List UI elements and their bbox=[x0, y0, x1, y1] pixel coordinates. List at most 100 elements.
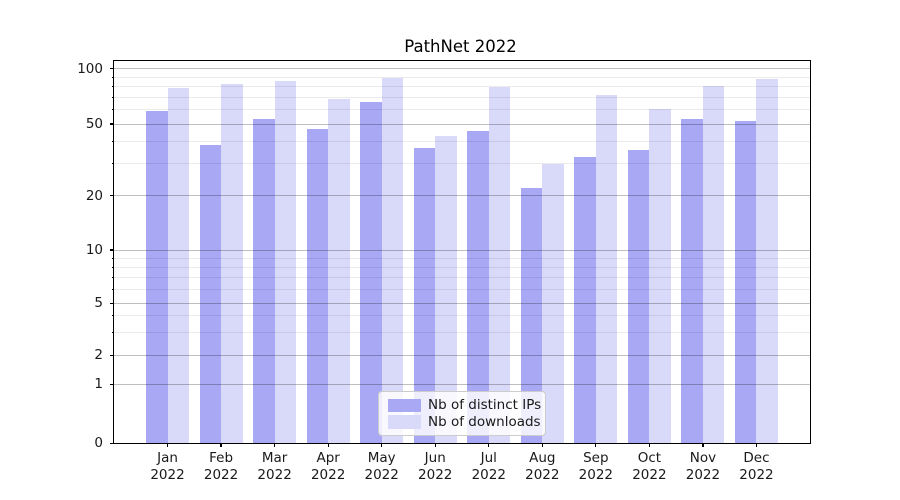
bar-nb-of-downloads-feb bbox=[221, 83, 243, 443]
x-tick-jan bbox=[166, 443, 169, 448]
gridline-minor-90 bbox=[114, 76, 810, 78]
y-minor-tick-40 bbox=[111, 140, 114, 142]
x-tick-label-may: May 2022 bbox=[350, 450, 414, 484]
gridline-20 bbox=[114, 195, 810, 197]
gridline-minor-6 bbox=[114, 288, 810, 290]
y-tick-10 bbox=[109, 249, 114, 251]
x-tick-aug bbox=[541, 443, 543, 448]
x-tick-label-nov: Nov 2022 bbox=[671, 450, 735, 484]
gridline-minor-30 bbox=[114, 163, 810, 165]
y-tick-label-100: 100 bbox=[77, 60, 103, 77]
y-minor-tick-8 bbox=[111, 266, 114, 268]
y-minor-tick-80 bbox=[111, 86, 114, 87]
legend-row-distinct-ips: Nb of distinct IPs bbox=[388, 397, 541, 413]
x-tick-label-oct: Oct 2022 bbox=[617, 450, 681, 484]
y-tick-20 bbox=[109, 195, 114, 197]
bar-nb-of-distinct-ips-sep bbox=[574, 156, 596, 443]
x-tick-label-line: 2022 bbox=[471, 467, 506, 483]
legend-label-distinct-ips: Nb of distinct IPs bbox=[428, 397, 542, 414]
x-tick-label-line: 2022 bbox=[203, 467, 239, 483]
y-minor-tick-70 bbox=[111, 96, 114, 98]
x-tick-may bbox=[381, 443, 383, 448]
y-minor-tick-7 bbox=[111, 276, 114, 278]
y-tick-1 bbox=[109, 383, 114, 385]
y-tick-0 bbox=[109, 442, 114, 444]
x-tick-label-jan: Jan 2022 bbox=[136, 450, 200, 484]
gridline-minor-70 bbox=[114, 96, 810, 98]
x-tick-label-line: 2022 bbox=[310, 467, 346, 483]
x-tick-label-line: May bbox=[367, 450, 396, 466]
x-tick-label-line: Oct bbox=[637, 450, 662, 466]
x-tick-label-line: Jul bbox=[480, 450, 497, 466]
y-tick-5 bbox=[109, 302, 114, 304]
bar-nb-of-distinct-ips-nov bbox=[681, 119, 703, 443]
x-tick-sep bbox=[595, 443, 597, 448]
bar-nb-of-downloads-jul bbox=[488, 86, 511, 443]
gridline-minor-60 bbox=[114, 108, 810, 110]
x-tick-label-apr: Apr 2022 bbox=[296, 450, 360, 484]
x-tick-label-line: 2022 bbox=[685, 467, 721, 483]
x-tick-label-line: 2022 bbox=[578, 467, 614, 483]
x-tick-label-line: Apr bbox=[316, 450, 340, 466]
legend: Nb of distinct IPs Nb of downloads bbox=[378, 391, 546, 436]
bar-nb-of-distinct-ips-aug bbox=[520, 188, 543, 443]
gridline-10 bbox=[114, 249, 810, 251]
bar-nb-of-distinct-ips-mar bbox=[253, 119, 275, 443]
x-tick-label-line: 2022 bbox=[150, 467, 185, 483]
x-tick-label-line: Sep bbox=[583, 450, 609, 466]
y-tick-50 bbox=[109, 123, 114, 125]
y-minor-tick-9 bbox=[111, 257, 114, 259]
x-tick-label-line: 2022 bbox=[525, 467, 560, 483]
gridline-2 bbox=[114, 354, 810, 356]
y-tick-2 bbox=[109, 354, 114, 356]
x-tick-label-jun: Jun 2022 bbox=[403, 450, 467, 484]
y-minor-tick-60 bbox=[111, 108, 114, 110]
gridline-minor-7 bbox=[114, 276, 810, 278]
x-tick-label-line: Dec bbox=[743, 450, 770, 466]
x-tick-oct bbox=[648, 443, 650, 448]
x-tick-label-sep: Sep 2022 bbox=[564, 450, 628, 484]
bar-nb-of-distinct-ips-feb bbox=[199, 145, 222, 443]
x-tick-label-line: 2022 bbox=[632, 467, 667, 483]
bar-nb-of-distinct-ips-oct bbox=[627, 149, 650, 443]
bar-nb-of-downloads-aug bbox=[542, 163, 564, 443]
y-tick-label-5: 5 bbox=[94, 295, 103, 312]
y-minor-tick-3 bbox=[111, 331, 114, 333]
bar-nb-of-distinct-ips-jun bbox=[413, 147, 436, 443]
legend-swatch-downloads bbox=[388, 415, 421, 429]
y-tick-label-10: 10 bbox=[85, 242, 103, 258]
x-tick-jul bbox=[488, 443, 490, 448]
bar-nb-of-downloads-jan bbox=[167, 87, 190, 443]
bar-nb-of-downloads-sep bbox=[595, 94, 618, 443]
y-minor-tick-30 bbox=[111, 163, 114, 165]
legend-row-downloads: Nb of downloads bbox=[388, 414, 541, 430]
y-tick-label-2: 2 bbox=[94, 347, 103, 364]
y-tick-label-1: 1 bbox=[94, 376, 103, 393]
x-tick-label-aug: Aug 2022 bbox=[510, 450, 574, 484]
y-tick-100 bbox=[109, 68, 114, 70]
x-tick-nov bbox=[702, 443, 704, 448]
x-tick-label-jul: Jul 2022 bbox=[457, 450, 521, 484]
y-tick-label-50: 50 bbox=[85, 116, 103, 132]
y-tick-label-20: 20 bbox=[85, 187, 103, 204]
bar-nb-of-distinct-ips-jan bbox=[146, 110, 168, 443]
x-tick-label-line: Jun bbox=[424, 450, 446, 466]
bar-nb-of-downloads-jun bbox=[435, 135, 457, 443]
gridline-50 bbox=[114, 123, 810, 125]
bar-nb-of-downloads-nov bbox=[702, 85, 725, 443]
bar-nb-of-distinct-ips-jul bbox=[467, 130, 489, 443]
gridline-minor-3 bbox=[114, 331, 810, 333]
gridline-minor-9 bbox=[114, 257, 810, 259]
gridline-minor-80 bbox=[114, 86, 810, 87]
x-tick-mar bbox=[274, 443, 276, 448]
gridline-5 bbox=[114, 302, 810, 304]
gridline-100 bbox=[114, 68, 810, 70]
x-tick-label-line: Aug bbox=[529, 450, 556, 466]
y-minor-tick-4 bbox=[111, 315, 114, 317]
x-tick-label-feb: Feb 2022 bbox=[189, 450, 253, 484]
gridline-minor-4 bbox=[114, 315, 810, 317]
x-tick-label-line: Nov bbox=[689, 450, 717, 466]
gridline-1 bbox=[114, 383, 810, 385]
x-tick-label-line: Feb bbox=[209, 450, 234, 466]
